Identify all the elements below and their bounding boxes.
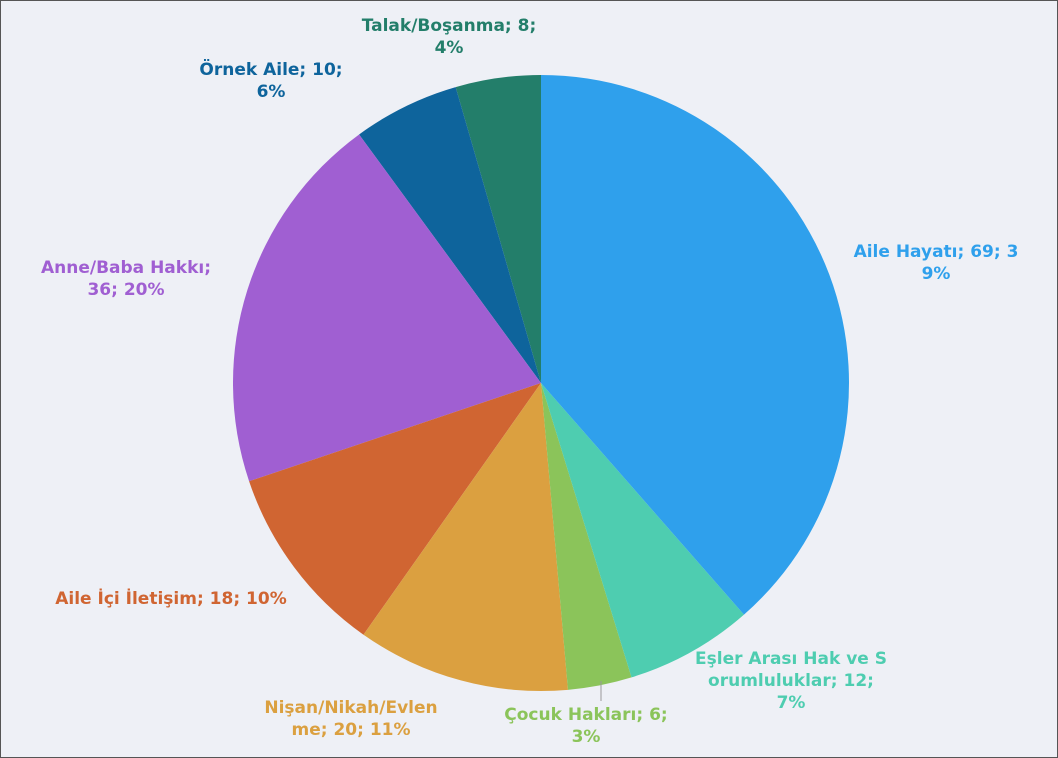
data-label: Nişan/Nikah/Evlenme; 20; 11% bbox=[264, 698, 438, 740]
pie-slice bbox=[233, 134, 541, 482]
data-label: Aile İçi İletişim; 18; 10% bbox=[55, 589, 287, 609]
pie-slice bbox=[363, 383, 568, 691]
data-label: Talak/Boşanma; 8; 4% bbox=[361, 16, 537, 58]
pie-slice bbox=[249, 383, 541, 635]
pie-slice bbox=[359, 87, 541, 383]
data-label: Çocuk Hakları; 6; 3% bbox=[504, 705, 668, 747]
pie-slice bbox=[541, 383, 744, 678]
pie-slice bbox=[455, 75, 541, 383]
data-label: Eşler Arası Hak ve Sorumluluklar; 12; 7% bbox=[695, 649, 887, 713]
data-label: Örnek Aile; 10; 6% bbox=[199, 60, 343, 102]
data-label: Anne/Baba Hakkı; 36; 20% bbox=[40, 258, 212, 300]
data-label: Aile Hayatı; 69; 39% bbox=[853, 242, 1019, 284]
pie-slice bbox=[541, 75, 849, 615]
pie-slice bbox=[541, 383, 632, 690]
